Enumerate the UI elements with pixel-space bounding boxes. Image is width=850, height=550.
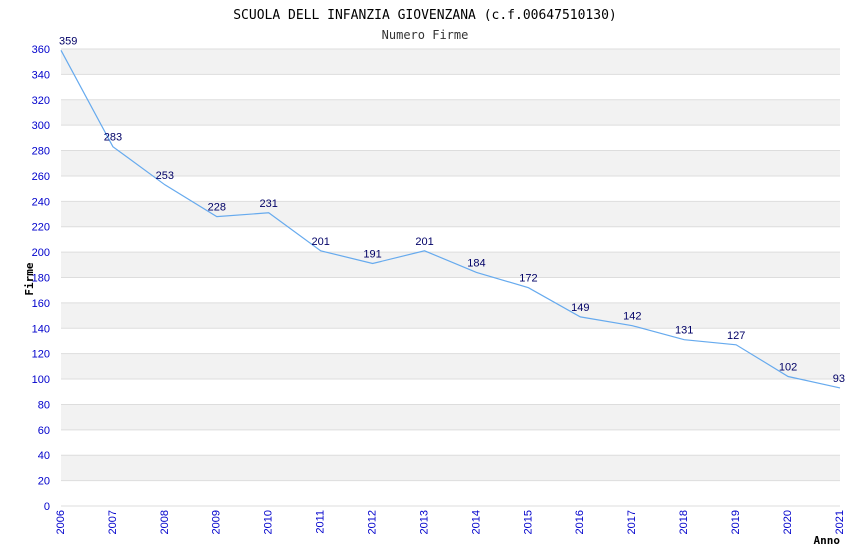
- gridlines: [61, 48, 840, 507]
- x-tick-label: 2011: [315, 510, 327, 534]
- grid-band: [61, 455, 840, 481]
- grid-band: [61, 302, 840, 329]
- y-tick-label: 160: [32, 298, 50, 310]
- y-tick-label: 340: [32, 69, 50, 81]
- y-tick-label: 120: [32, 349, 50, 361]
- x-tick-label: 2015: [522, 510, 534, 534]
- x-tick-label: 2021: [834, 510, 846, 534]
- y-tick-label: 200: [32, 247, 50, 259]
- x-tick-label: 2014: [470, 510, 482, 534]
- y-tick-label: 280: [32, 146, 50, 158]
- x-tick-label: 2018: [678, 510, 690, 534]
- x-tick-label: 2013: [418, 510, 430, 534]
- y-tick-label: 20: [38, 476, 50, 488]
- x-tick-label: 2017: [626, 510, 638, 534]
- x-tick-label: 2012: [367, 510, 379, 534]
- x-tick-label: 2010: [263, 510, 275, 534]
- x-tick-label: 2008: [159, 510, 171, 534]
- x-tick-labels: 2006 2007 2008 2009 2010 2011 2012 2013 2014 2015…: [55, 510, 846, 534]
- data-label: 201: [311, 236, 329, 248]
- y-tick-label: 260: [32, 171, 50, 183]
- x-axis-label: Anno: [814, 534, 841, 547]
- y-tick-label: 320: [32, 95, 50, 107]
- y-tick-label: 360: [32, 44, 50, 56]
- grid-band: [61, 252, 840, 278]
- data-label: 253: [156, 170, 174, 182]
- data-label: 142: [623, 311, 641, 323]
- x-tick-label: 2016: [574, 510, 586, 534]
- y-tick-label: 0: [44, 501, 50, 513]
- data-label: 172: [519, 273, 537, 285]
- data-labels: 359 283 253 228 231 201 191 201 184 172 149 142 131 1…: [59, 35, 845, 385]
- x-tick-label: 2007: [107, 510, 119, 534]
- data-label: 228: [208, 202, 226, 214]
- series-line-path: [60, 50, 841, 389]
- series-line: [60, 50, 841, 389]
- y-tick-label: 300: [32, 120, 50, 132]
- grid-band: [61, 49, 840, 75]
- y-tick-label: 240: [32, 196, 50, 208]
- y-tick-labels: 0 20 40 60 80 100 120 140 160 180 200 220 240 260 280 3…: [32, 44, 50, 513]
- y-tick-label: 100: [32, 374, 50, 386]
- chart-subtitle: Numero Firme: [382, 28, 469, 42]
- data-label: 93: [833, 373, 845, 385]
- data-label: 191: [363, 249, 381, 261]
- y-tick-label: 60: [38, 425, 50, 437]
- y-tick-label: 40: [38, 450, 50, 462]
- x-tick-label: 2009: [211, 510, 223, 534]
- grid-band: [61, 353, 840, 380]
- data-label: 201: [415, 236, 433, 248]
- y-tick-label: 140: [32, 323, 50, 335]
- y-tick-label: 180: [32, 273, 50, 285]
- data-label: 127: [727, 330, 745, 342]
- y-tick-label: 80: [38, 399, 50, 411]
- grid-band: [61, 201, 840, 227]
- data-label: 149: [571, 302, 589, 314]
- data-label: 102: [779, 362, 797, 374]
- grid-band: [61, 150, 840, 176]
- data-label: 283: [104, 132, 122, 144]
- x-tick-label: 2006: [55, 510, 67, 534]
- plot-background: [61, 49, 840, 481]
- data-label: 359: [59, 35, 77, 47]
- y-tick-label: 220: [32, 222, 50, 234]
- x-tick-label: 2019: [730, 510, 742, 534]
- grid-band: [61, 404, 840, 430]
- x-tick-label: 2020: [782, 510, 794, 534]
- data-label: 184: [467, 257, 485, 269]
- y-axis-label: Firme: [23, 262, 36, 295]
- data-label: 231: [260, 198, 278, 210]
- chart-title: SCUOLA DELL INFANZIA GIOVENZANA (c.f.006…: [233, 8, 617, 23]
- grid-band: [61, 99, 840, 126]
- data-label: 131: [675, 325, 693, 337]
